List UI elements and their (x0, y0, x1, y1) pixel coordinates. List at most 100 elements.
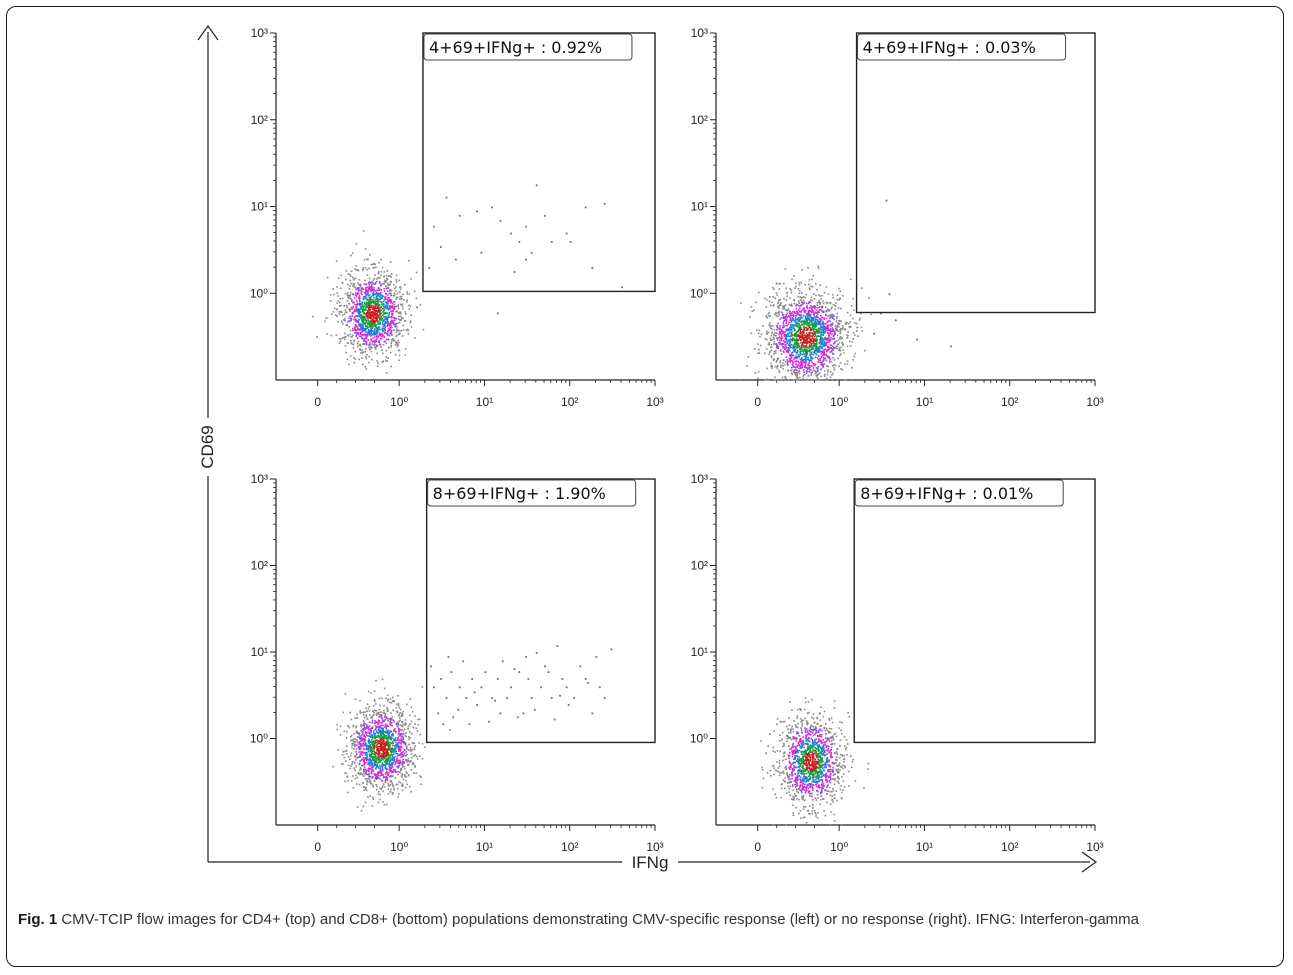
event-dot (838, 348, 841, 350)
outlier-dot (544, 214, 546, 217)
event-dot (375, 327, 378, 330)
event-dot (381, 763, 384, 765)
event-dot (392, 744, 394, 747)
event-dot (360, 311, 362, 313)
outlier-dot (445, 196, 448, 199)
event-dot (377, 297, 379, 300)
event-dot (363, 319, 365, 321)
event-dot (794, 349, 797, 351)
event-dot (373, 343, 376, 346)
event-dot (356, 753, 358, 755)
event-dot (406, 328, 409, 331)
event-dot (375, 330, 378, 332)
event-dot (836, 339, 838, 342)
event-dot (385, 726, 388, 728)
event-dot (374, 283, 376, 286)
event-dot (391, 700, 394, 702)
event-dot (366, 317, 369, 319)
event-dot (383, 332, 386, 334)
event-dot (808, 320, 811, 322)
event-dot (355, 756, 357, 758)
event-dot (395, 317, 398, 320)
event-dot (368, 288, 370, 290)
event-dot (809, 288, 811, 291)
event-dot (362, 298, 365, 301)
event-dot (822, 353, 825, 355)
event-dot (384, 748, 386, 751)
event-dot (359, 323, 361, 326)
event-dot (343, 305, 345, 307)
event-dot (381, 349, 383, 351)
event-dot (395, 746, 398, 748)
event-dot (854, 334, 856, 337)
event-dot (858, 319, 861, 321)
event-dot (812, 306, 815, 308)
event-dot (363, 769, 365, 772)
event-dot (369, 779, 372, 782)
event-dot (784, 268, 787, 270)
event-dot (849, 321, 852, 323)
event-dot (378, 742, 381, 745)
event-dot (827, 315, 830, 317)
event-dot (375, 703, 377, 705)
event-dot (790, 356, 793, 359)
event-dot (833, 318, 835, 321)
event-dot (803, 373, 805, 376)
event-dot (819, 315, 822, 317)
event-dot (380, 285, 382, 287)
event-dot (360, 725, 363, 728)
event-dot (358, 312, 360, 315)
event-dot (412, 755, 415, 757)
event-dot (392, 312, 394, 315)
event-dot (817, 267, 820, 270)
event-dot (813, 307, 816, 310)
event-dot (799, 329, 801, 331)
event-dot (410, 278, 412, 280)
event-dot (809, 310, 811, 312)
event-dot (787, 332, 789, 335)
event-dot (372, 750, 375, 752)
event-dot (366, 286, 369, 289)
event-dot (361, 728, 364, 730)
event-dot (389, 323, 391, 326)
event-dot (378, 697, 381, 700)
event-dot (764, 297, 766, 299)
event-dot (803, 342, 805, 344)
event-dot (766, 367, 768, 370)
event-dot (776, 329, 778, 331)
event-dot (365, 337, 368, 340)
event-dot (362, 305, 365, 307)
event-dot (365, 309, 367, 311)
event-dot (793, 358, 795, 361)
outlier-dot (621, 286, 623, 289)
event-dot (826, 325, 829, 327)
event-dot (808, 371, 811, 373)
event-dot (788, 312, 791, 315)
event-dot (351, 744, 354, 746)
event-dot (388, 764, 391, 766)
event-dot (403, 752, 406, 755)
event-dot (790, 312, 792, 315)
event-dot (363, 714, 365, 716)
event-dot (808, 313, 810, 315)
event-dot (345, 311, 348, 314)
event-dot (376, 744, 378, 746)
event-dot (364, 788, 367, 790)
event-dot (821, 350, 824, 353)
event-dot (397, 318, 400, 320)
event-dot (349, 329, 352, 332)
event-dot (406, 761, 408, 763)
event-dot (375, 736, 377, 738)
event-dot (803, 307, 805, 309)
event-dot (360, 750, 363, 753)
event-dot (378, 276, 381, 279)
event-dot (768, 343, 770, 346)
event-dot (814, 320, 816, 322)
event-dot (762, 325, 764, 327)
event-dot (849, 345, 852, 347)
event-dot (823, 363, 826, 365)
event-dot (812, 313, 815, 316)
event-dot (806, 307, 809, 310)
event-dot (825, 328, 828, 331)
x-axis-label-bg (622, 851, 678, 873)
